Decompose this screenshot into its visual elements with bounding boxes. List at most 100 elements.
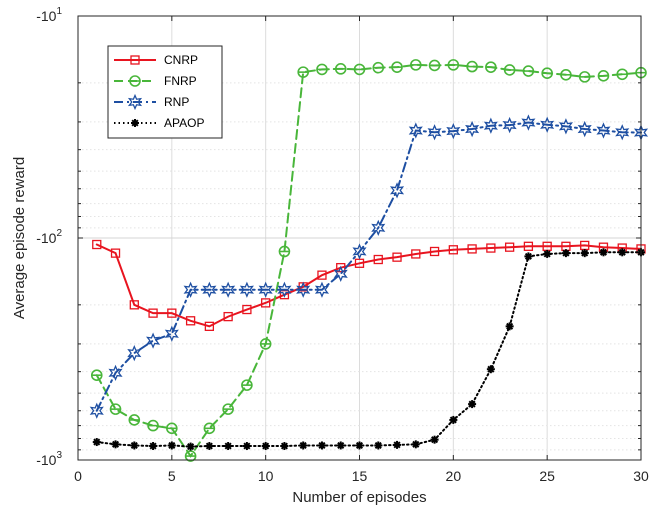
series-fnrp — [90, 59, 647, 462]
x-tick-label: 25 — [539, 468, 555, 484]
data-point-rnp — [146, 332, 161, 349]
x-axis-label: Number of episodes — [292, 489, 426, 506]
y-tick-label: -102 — [36, 228, 62, 246]
data-point-apaop-center — [376, 443, 381, 448]
data-point-cnrp — [204, 321, 215, 331]
data-point-rnp — [352, 243, 367, 260]
data-point-cnrp — [504, 242, 515, 252]
data-point-rnp — [577, 120, 592, 138]
data-point-rnp — [389, 182, 405, 199]
data-point-apaop-center — [207, 444, 212, 449]
y-tick-label: -101 — [36, 6, 62, 24]
data-point-rnp — [540, 116, 555, 133]
data-point-rnp — [502, 116, 517, 134]
series-layer — [89, 59, 649, 462]
data-point-rnp — [333, 265, 348, 282]
data-point-apaop-center — [263, 444, 268, 449]
data-point-rnp — [89, 402, 104, 419]
data-point-cnrp — [110, 248, 121, 258]
data-point-rnp — [183, 281, 198, 298]
y-tick-label: -103 — [36, 450, 62, 468]
data-point-rnp — [296, 281, 311, 298]
data-point-apaop-center — [507, 324, 512, 329]
data-point-apaop-center — [526, 254, 531, 259]
data-point-cnrp — [373, 254, 383, 265]
data-point-cnrp — [242, 304, 252, 315]
legend-label-cnrp: CNRP — [164, 53, 198, 67]
legend-box — [107, 45, 223, 139]
data-point-apaop-center — [226, 444, 231, 449]
data-point-rnp — [164, 325, 179, 342]
x-tick-label: 5 — [168, 468, 176, 484]
data-point-cnrp — [486, 243, 496, 253]
data-point-apaop-center — [94, 440, 99, 445]
data-point-cnrp — [92, 239, 102, 250]
legend-label-apaop: APAOP — [164, 116, 204, 130]
legend-marker-apaop-center — [133, 121, 137, 125]
data-point-rnp — [108, 364, 123, 382]
data-point-rnp — [408, 122, 423, 139]
data-point-cnrp — [185, 316, 196, 326]
data-point-rnp — [427, 124, 442, 141]
data-point-apaop-center — [413, 442, 418, 447]
legend: CNRP FNRP RNP APAOP — [107, 45, 223, 139]
legend-label-fnrp: FNRP — [164, 74, 197, 88]
data-point-apaop-center — [395, 442, 400, 447]
data-point-cnrp — [448, 245, 458, 255]
data-point-rnp — [483, 117, 498, 134]
legend-label-rnp: RNP — [164, 95, 189, 109]
data-point-apaop-center — [151, 444, 156, 449]
series-rnp — [89, 114, 649, 419]
data-point-apaop-center — [620, 250, 625, 255]
x-tick-label: 15 — [352, 468, 368, 484]
data-point-cnrp — [148, 308, 158, 318]
data-point-rnp — [277, 281, 292, 298]
data-point-apaop-center — [282, 444, 287, 449]
x-tick-label: 0 — [74, 468, 82, 484]
data-point-rnp — [615, 124, 630, 141]
legend-marker-rnp — [127, 93, 143, 111]
legend-marker-cnrp — [130, 55, 140, 65]
data-point-apaop-center — [113, 442, 118, 447]
data-point-cnrp — [223, 311, 233, 322]
data-point-rnp — [596, 122, 611, 139]
data-point-apaop-center — [470, 402, 475, 407]
data-point-rnp — [371, 219, 386, 236]
data-point-rnp — [521, 114, 536, 131]
data-point-apaop-center — [188, 444, 193, 449]
data-point-apaop-center — [545, 251, 550, 256]
data-point-rnp — [258, 281, 273, 298]
data-point-apaop-center — [357, 443, 362, 448]
x-tick-label: 10 — [258, 468, 274, 484]
data-point-cnrp — [392, 252, 402, 262]
data-point-apaop-center — [319, 443, 324, 448]
data-point-apaop-center — [451, 417, 456, 422]
data-point-rnp — [127, 344, 142, 362]
data-point-rnp — [465, 120, 480, 138]
data-point-apaop-center — [338, 443, 343, 448]
data-point-rnp — [239, 281, 254, 298]
data-point-apaop-center — [301, 443, 306, 448]
series-line-cnrp — [95, 243, 642, 328]
data-point-rnp — [558, 118, 573, 135]
series-apaop — [92, 248, 645, 451]
data-point-cnrp — [411, 249, 421, 259]
x-tick-label: 30 — [633, 468, 649, 484]
data-point-apaop-center — [244, 444, 249, 449]
grid — [78, 15, 641, 460]
data-point-cnrp — [523, 241, 534, 251]
data-point-rnp — [221, 281, 236, 298]
data-point-apaop-center — [563, 251, 568, 256]
data-point-rnp — [446, 122, 461, 140]
data-point-cnrp — [429, 246, 440, 257]
data-point-cnrp — [129, 300, 139, 310]
data-point-rnp — [202, 281, 217, 298]
data-point-cnrp — [467, 244, 477, 254]
data-point-apaop-center — [488, 367, 493, 372]
y-tick-exponent: 1 — [56, 6, 62, 17]
data-point-apaop-center — [601, 250, 606, 255]
y-axis-label: Average episode reward — [11, 157, 28, 319]
data-point-cnrp — [167, 308, 177, 318]
y-tick-exponent: 2 — [56, 228, 62, 239]
